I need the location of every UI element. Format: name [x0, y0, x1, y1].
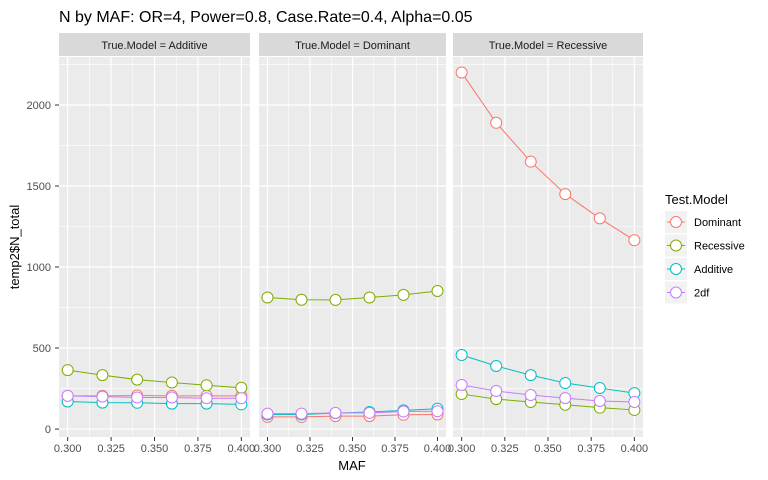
y-tick-label: 1500	[27, 181, 51, 193]
data-point-2df	[235, 392, 248, 405]
y-tick-label: 0	[45, 424, 51, 436]
data-point-2df	[200, 392, 213, 405]
data-point-additive	[455, 349, 468, 362]
x-tick-label: 0.400	[228, 443, 256, 455]
x-axis-label: MAF	[338, 458, 366, 473]
data-point-recessive	[61, 364, 74, 377]
data-point-additive	[490, 360, 503, 373]
data-point-recessive	[131, 373, 144, 386]
legend-label: 2df	[694, 288, 710, 300]
x-tick-label: 0.400	[621, 443, 649, 455]
chart-title: N by MAF: OR=4, Power=0.8, Case.Rate=0.4…	[59, 9, 473, 26]
legend-marker	[670, 239, 682, 252]
legend-marker	[670, 263, 682, 275]
data-point-recessive	[165, 376, 178, 389]
data-point-2df	[131, 391, 144, 404]
data-point-recessive	[431, 284, 444, 297]
data-point-recessive	[329, 293, 342, 306]
x-tick-label: 0.375	[381, 443, 409, 455]
data-point-recessive	[261, 291, 274, 304]
x-tick-label: 0.350	[339, 443, 367, 455]
x-tick-label: 0.300	[448, 443, 476, 455]
y-tick-label: 1000	[27, 262, 51, 274]
legend-label: Additive	[694, 264, 733, 276]
facet-label: True.Model = Recessive	[489, 40, 608, 52]
data-point-additive	[559, 377, 572, 390]
legend-label: Recessive	[694, 241, 745, 253]
legend-label: Dominant	[694, 217, 741, 229]
data-point-dominant	[490, 116, 503, 129]
data-point-recessive	[397, 288, 410, 301]
facet-label: True.Model = Additive	[101, 40, 207, 52]
data-point-recessive	[363, 291, 376, 304]
series-line-dominant	[461, 72, 635, 241]
facet-strip	[59, 33, 250, 56]
data-point-2df	[61, 389, 74, 402]
data-point-recessive	[235, 381, 248, 394]
data-point-2df	[490, 384, 503, 397]
x-tick-label: 0.350	[534, 443, 562, 455]
legend-title: Test.Model	[665, 192, 728, 207]
data-point-2df	[363, 406, 376, 419]
facet-strip	[259, 33, 446, 56]
x-tick-label: 0.375	[577, 443, 605, 455]
data-point-recessive	[200, 379, 213, 392]
x-tick-label: 0.375	[184, 443, 212, 455]
facet-label: True.Model = Dominant	[295, 40, 410, 52]
data-point-2df	[455, 378, 468, 391]
x-tick-label: 0.325	[491, 443, 519, 455]
data-point-dominant	[559, 188, 572, 201]
data-point-2df	[559, 392, 572, 405]
data-point-2df	[628, 395, 641, 408]
data-point-additive	[524, 369, 537, 382]
x-tick-label: 0.325	[296, 443, 324, 455]
x-tick-label: 0.300	[54, 443, 82, 455]
data-point-dominant	[593, 212, 606, 225]
data-point-recessive	[96, 369, 109, 382]
x-tick-label: 0.325	[97, 443, 125, 455]
data-point-2df	[593, 395, 606, 408]
data-point-2df	[96, 390, 109, 403]
legend-marker	[670, 216, 682, 228]
data-point-2df	[165, 391, 178, 404]
data-point-2df	[397, 405, 410, 418]
data-point-recessive	[295, 293, 308, 306]
data-point-dominant	[455, 66, 468, 79]
data-point-dominant	[628, 234, 641, 247]
data-point-2df	[329, 406, 342, 419]
y-axis-label: temp2$N_total	[7, 205, 22, 290]
data-point-2df	[431, 405, 444, 418]
x-tick-label: 0.400	[424, 443, 452, 455]
data-point-additive	[593, 382, 606, 395]
x-tick-label: 0.300	[254, 443, 282, 455]
data-point-2df	[295, 407, 308, 420]
data-point-dominant	[524, 155, 537, 168]
y-tick-label: 500	[33, 343, 51, 355]
data-point-2df	[524, 389, 537, 402]
y-tick-label: 2000	[27, 100, 51, 112]
x-tick-label: 0.350	[141, 443, 169, 455]
facet-strip	[453, 33, 643, 56]
data-point-2df	[261, 407, 274, 420]
legend-marker	[670, 286, 682, 299]
